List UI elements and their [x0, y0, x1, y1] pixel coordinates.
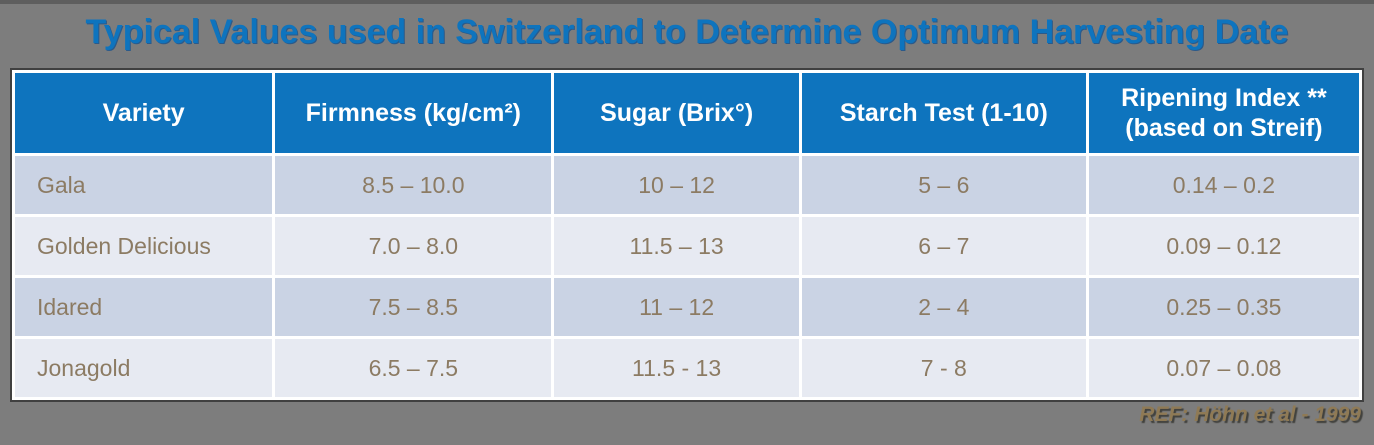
table-cell-starch: 7 - 8 — [801, 339, 1086, 397]
table-cell-variety: Idared — [15, 278, 273, 336]
header-ripening-line1: Ripening Index ** — [1121, 84, 1327, 112]
header-cell-firmness: Firmness (kg/cm²) — [275, 73, 552, 153]
slide-top-edge — [0, 0, 1374, 4]
page-title: Typical Values used in Switzerland to De… — [85, 13, 1289, 51]
table-cell-ripening: 0.07 – 0.08 — [1088, 339, 1359, 397]
table-cell-variety: Gala — [15, 156, 273, 214]
table-cell-starch: 2 – 4 — [801, 278, 1086, 336]
header-cell-sugar: Sugar (Brix°) — [554, 73, 799, 153]
table-cell-ripening: 0.09 – 0.12 — [1088, 217, 1359, 275]
table-cell-variety: Golden Delicious — [15, 217, 273, 275]
table-cell-sugar: 11.5 - 13 — [554, 339, 799, 397]
table-cell-sugar: 11 – 12 — [554, 278, 799, 336]
table-cell-sugar: 10 – 12 — [554, 156, 799, 214]
table-cell-firmness: 8.5 – 10.0 — [275, 156, 552, 214]
header-cell-starch: Starch Test (1-10) — [801, 73, 1086, 153]
header-cell-ripening: Ripening Index ** (based on Streif) — [1088, 73, 1359, 153]
table-cell-starch: 5 – 6 — [801, 156, 1086, 214]
table-cell-ripening: 0.25 – 0.35 — [1088, 278, 1359, 336]
table-cell-variety: Jonagold — [15, 339, 273, 397]
table-cell-starch: 6 – 7 — [801, 217, 1086, 275]
table-cell-firmness: 6.5 – 7.5 — [275, 339, 552, 397]
header-cell-variety: Variety — [15, 73, 273, 153]
reference-citation: REF: Höhn et al - 1999 — [1139, 403, 1361, 426]
table-cell-sugar: 11.5 – 13 — [554, 217, 799, 275]
table-cell-firmness: 7.0 – 8.0 — [275, 217, 552, 275]
header-ripening-line2: (based on Streif) — [1125, 114, 1323, 142]
table-cell-ripening: 0.14 – 0.2 — [1088, 156, 1359, 214]
table-cell-firmness: 7.5 – 8.5 — [275, 278, 552, 336]
harvest-values-table: Variety Firmness (kg/cm²) Sugar (Brix°) … — [10, 68, 1364, 402]
